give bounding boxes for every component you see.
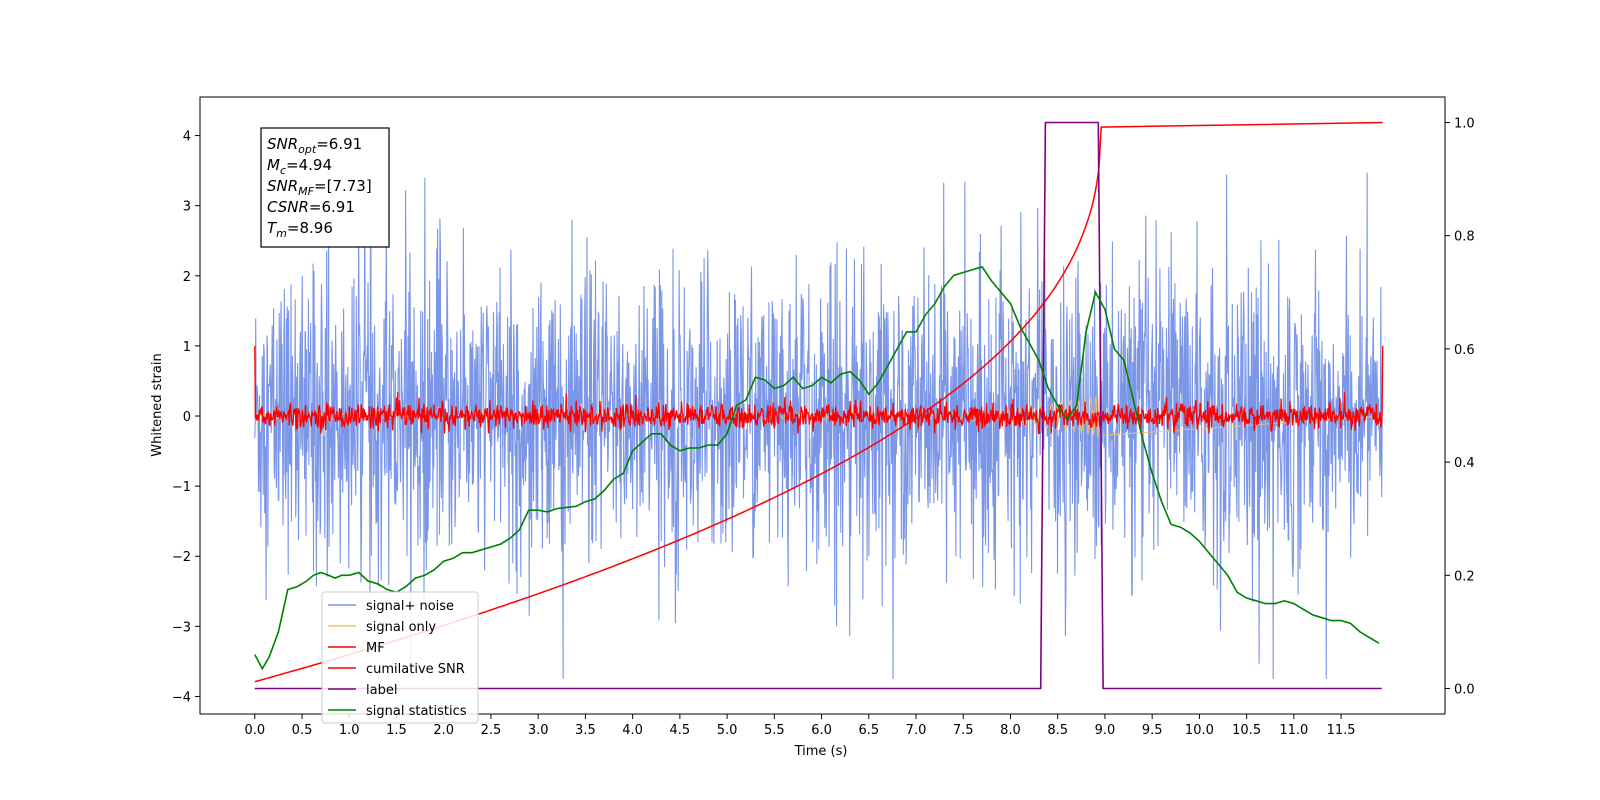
- annotation-line: Tm=8.96: [267, 219, 333, 240]
- x-tick-label: 9.0: [1095, 723, 1116, 738]
- x-tick-label: 2.5: [481, 723, 502, 738]
- axes-layer: 0.0 0.5 1.0 1.5 2.0 2.5 3.0 3.5 4.0 4.5 5.0 5.5 6.0 6…: [172, 116, 1475, 738]
- y-left-tick-label: 3: [183, 200, 191, 215]
- y-right-tick-label: 1.0: [1454, 116, 1475, 131]
- x-tick-label: 5.0: [717, 723, 738, 738]
- y-left-tick-label: −2: [172, 550, 191, 565]
- annotation-line: Mc=4.94: [267, 156, 332, 177]
- y-right-tick-label: 0.0: [1454, 683, 1475, 698]
- legend: signal+ noise signal only MF cumilative SNR…: [321, 591, 479, 724]
- x-tick-label: 4.5: [670, 723, 691, 738]
- y-left-tick-label: 0: [183, 410, 191, 425]
- x-tick-label: 3.0: [528, 723, 549, 738]
- x-tick-label: 0.0: [244, 723, 265, 738]
- legend-label: label: [366, 683, 397, 698]
- x-tick-label: 2.0: [433, 723, 454, 738]
- x-tick-label: 9.5: [1142, 723, 1163, 738]
- annotation-line: SNRopt=6.91: [267, 135, 362, 156]
- y-axis-label: Whitened strain: [150, 353, 165, 456]
- x-tick-label: 0.5: [292, 723, 313, 738]
- legend-label: MF: [366, 641, 385, 656]
- x-tick-label: 11.0: [1279, 723, 1308, 738]
- legend-label: cumilative SNR: [366, 662, 465, 677]
- x-tick-label: 10.5: [1232, 723, 1261, 738]
- legend-frame: [321, 591, 479, 724]
- x-tick-label: 6.5: [858, 723, 879, 738]
- legend-label: signal+ noise: [366, 599, 454, 614]
- series-mf: [254, 345, 1384, 435]
- y-left-tick-label: −1: [172, 480, 191, 495]
- x-tick-label: 1.0: [339, 723, 360, 738]
- x-tick-label: 7.0: [906, 723, 927, 738]
- annotation-line: CSNR=6.91: [267, 198, 355, 216]
- y-left-tick-label: 2: [183, 270, 191, 285]
- x-tick-label: 6.0: [811, 723, 832, 738]
- plot-frame: [199, 96, 1446, 715]
- annotation-line: SNRMF=[7.73]: [267, 177, 372, 198]
- x-tick-label: 3.5: [575, 723, 596, 738]
- legend-label: signal statistics: [366, 704, 467, 719]
- y-left-tick-label: −3: [172, 620, 191, 635]
- x-tick-label: 1.5: [386, 723, 407, 738]
- x-tick-label: 8.0: [1000, 723, 1021, 738]
- y-right-tick-label: 0.4: [1454, 456, 1475, 471]
- x-tick-label: 10.0: [1185, 723, 1214, 738]
- series-label: [254, 121, 1382, 690]
- x-axis-label: Time (s): [794, 744, 848, 759]
- y-right-tick-label: 0.2: [1454, 569, 1475, 584]
- y-left-tick-label: −4: [172, 690, 191, 705]
- legend-label: signal only: [366, 620, 436, 635]
- y-right-tick-label: 0.8: [1454, 230, 1475, 245]
- x-tick-label: 11.5: [1327, 723, 1356, 738]
- series-signal-noise: [254, 132, 1384, 679]
- y-right-tick-label: 0.6: [1454, 343, 1475, 358]
- y-left-tick-label: 4: [183, 130, 191, 145]
- x-tick-label: 7.5: [953, 723, 974, 738]
- x-tick-label: 8.5: [1047, 723, 1068, 738]
- y-left-tick-label: 1: [183, 340, 191, 355]
- series-signal-statistics: [254, 265, 1380, 671]
- annotation-frame: [260, 127, 390, 248]
- x-tick-label: 5.5: [764, 723, 785, 738]
- x-tick-label: 4.0: [622, 723, 643, 738]
